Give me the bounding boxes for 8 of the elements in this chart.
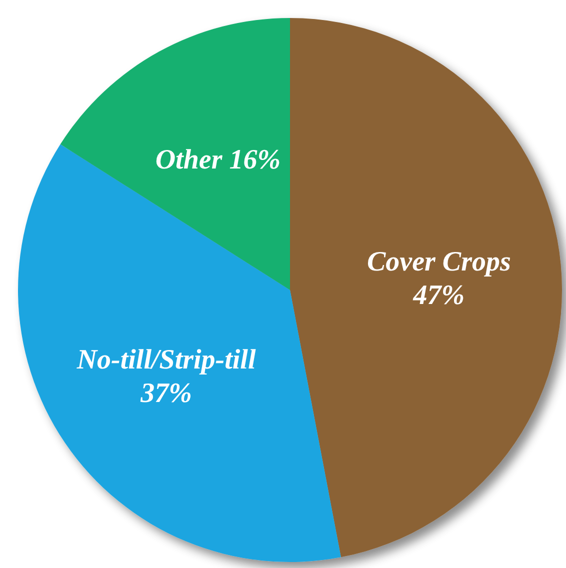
pie-slice bbox=[60, 18, 290, 290]
data-label: 47% bbox=[412, 280, 465, 311]
slice-label: Other 16% bbox=[155, 144, 281, 176]
pie-slice bbox=[18, 144, 341, 562]
slice-label: No-till/Strip-till bbox=[76, 344, 256, 376]
slice-label: Cover Crops bbox=[366, 246, 511, 278]
pie-slice bbox=[290, 18, 562, 558]
data-label: 37% bbox=[140, 378, 192, 410]
